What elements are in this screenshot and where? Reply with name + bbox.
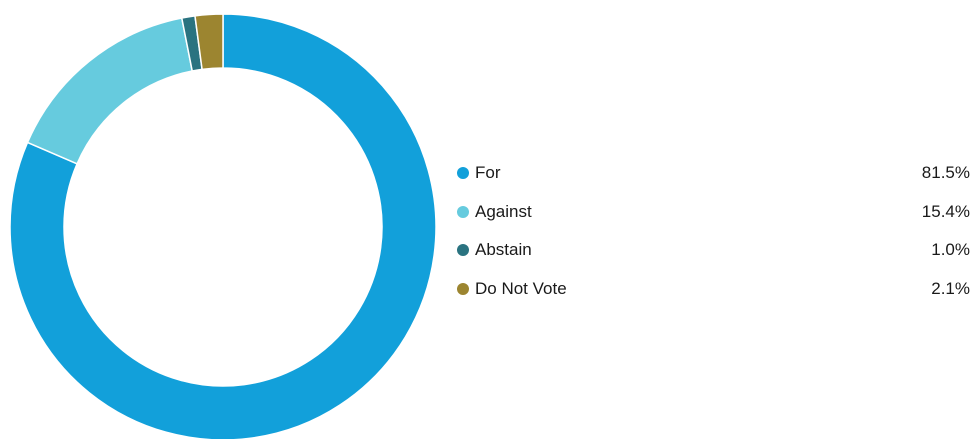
slice-do-not-vote — [194, 13, 224, 71]
legend-label-do-not-vote: Do Not Vote — [475, 278, 567, 298]
legend-label-against: Against — [475, 201, 532, 221]
legend: For 81.5% Against 15.4% Abstain 1.0% Do … — [456, 162, 972, 316]
legend-value-for: 81.5% — [921, 163, 970, 182]
legend-marker-for — [457, 167, 469, 179]
legend-value-abstain: 1.0% — [931, 240, 970, 259]
legend-marker-do-not-vote — [457, 282, 469, 295]
legend-label-abstain: Abstain — [475, 240, 532, 259]
legend-item-for: For 81.5% — [456, 162, 972, 201]
legend-marker-abstain — [457, 244, 469, 256]
legend-item-do-not-vote: Do Not Vote 2.1% — [456, 278, 972, 317]
slice-for — [9, 13, 437, 439]
legend-marker-against — [457, 205, 469, 218]
legend-value-do-not-vote: 2.1% — [931, 278, 970, 298]
legend-item-against: Against 15.4% — [456, 201, 972, 240]
slice-against — [26, 17, 193, 165]
donut-chart — [9, 13, 437, 439]
legend-value-against: 15.4% — [921, 201, 970, 221]
legend-item-abstain: Abstain 1.0% — [456, 239, 972, 278]
legend-label-for: For — [475, 163, 501, 182]
